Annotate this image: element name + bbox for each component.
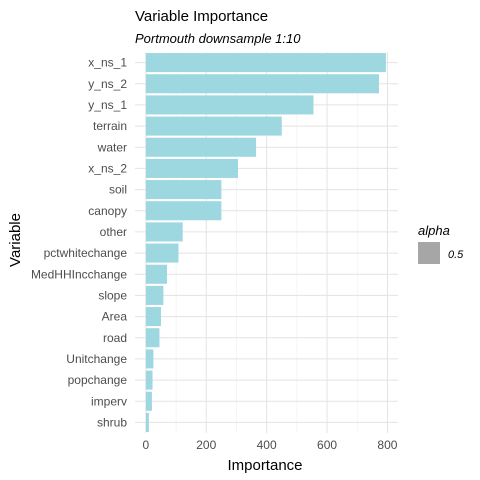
y-tick-label: y_ns_1: [88, 98, 127, 112]
x-tick-label: 600: [317, 438, 337, 452]
bar-soil: [145, 180, 222, 200]
y-tick-label: other: [100, 225, 127, 239]
y-tick-label: road: [103, 331, 127, 345]
y-tick-label: x_ns_1: [88, 56, 127, 70]
x-tick-label: 200: [196, 438, 216, 452]
bar-pctwhitechange: [145, 243, 179, 263]
bar-shrub: [145, 412, 149, 432]
bar-road: [145, 328, 160, 348]
y-tick-label: terrain: [93, 119, 127, 133]
bar-x_ns_2: [145, 158, 238, 178]
bar-MedHHIncchange: [145, 264, 168, 284]
bar-canopy: [145, 201, 222, 221]
bar-x_ns_1: [145, 53, 386, 73]
bars: [145, 53, 386, 432]
legend: alpha 0.5: [418, 223, 464, 264]
chart-title: Variable Importance: [135, 8, 268, 25]
y-tick-label: x_ns_2: [88, 161, 127, 175]
y-tick-label: y_ns_2: [88, 77, 127, 91]
x-tick-label: 800: [377, 438, 397, 452]
y-tick-label: imperv: [91, 394, 127, 408]
x-axis-title: Importance: [227, 457, 302, 474]
y-tick-label: canopy: [88, 204, 127, 218]
x-tick-labels: 0 200 400 600 800: [143, 438, 398, 452]
y-tick-label: water: [97, 140, 127, 154]
y-tick-label: MedHHIncchange: [31, 267, 127, 281]
y-tick-label: shrub: [97, 415, 127, 429]
bar-imperv: [145, 391, 152, 411]
y-tick-label: popchange: [68, 373, 128, 387]
bar-y_ns_1: [145, 95, 314, 115]
bar-Area: [145, 307, 161, 327]
chart-subtitle: Portmouth downsample 1:10: [135, 31, 301, 46]
y-tick-label: slope: [98, 288, 127, 302]
legend-key: [418, 242, 440, 264]
bar-popchange: [145, 370, 153, 390]
y-tick-label: Area: [102, 310, 128, 324]
x-tick-label: 0: [143, 438, 150, 452]
bar-Unitchange: [145, 349, 154, 369]
bar-water: [145, 137, 257, 157]
y-tick-label: Unitchange: [66, 352, 127, 366]
bar-terrain: [145, 116, 282, 136]
legend-title: alpha: [418, 223, 450, 238]
legend-label: 0.5: [448, 249, 464, 261]
x-tick-label: 400: [257, 438, 277, 452]
bar-y_ns_2: [145, 74, 379, 94]
bar-slope: [145, 285, 164, 305]
bar-other: [145, 222, 183, 242]
y-axis-title: Variable: [7, 213, 24, 267]
y-tick-label: pctwhitechange: [44, 246, 128, 260]
y-tick-label: soil: [109, 183, 127, 197]
